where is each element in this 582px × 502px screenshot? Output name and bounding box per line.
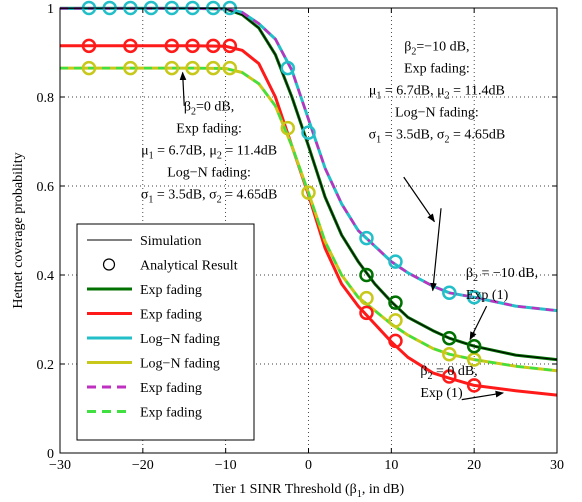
x-tick-label: −20 <box>132 458 154 473</box>
data-point <box>359 230 374 246</box>
annotation-right-mid: β2​ = −10 dB, Exp (1) <box>466 266 538 303</box>
annotation-arrow <box>469 305 488 341</box>
x-tick-label: −10 <box>215 458 237 473</box>
data-point <box>301 125 316 140</box>
data-point <box>81 60 97 76</box>
annotation-line: β2​=0 dB, <box>184 99 234 117</box>
data-point <box>280 60 296 76</box>
annotation-arrow <box>179 71 187 106</box>
annotation-line: Log−N fading: <box>167 165 251 180</box>
annotation-line: β2​ = 0 dB, <box>420 364 477 382</box>
y-tick-label: 1 <box>47 2 54 17</box>
annotation-line: Exp (1) <box>466 288 509 303</box>
x-tick-label: 20 <box>467 458 481 473</box>
data-point <box>442 285 457 301</box>
legend-label: Exp fading <box>140 381 202 396</box>
axis-ticks: −30 −20 −10 0 10 20 30 0 0.2 0.4 0.6 0.8 1 <box>37 2 565 473</box>
data-point <box>442 330 457 346</box>
data-point <box>359 290 374 306</box>
series-line-5 <box>60 66 558 372</box>
data-point <box>164 38 180 54</box>
legend-marker <box>102 258 116 271</box>
data-point <box>388 333 403 349</box>
data-point <box>81 38 97 54</box>
data-point <box>222 38 238 54</box>
y-tick-label: 0 <box>47 447 54 462</box>
data-point <box>466 352 482 367</box>
data-point <box>205 38 221 54</box>
data-point <box>388 313 403 328</box>
annotation-line: β2​=−10 dB, <box>404 39 469 57</box>
data-point <box>123 60 138 76</box>
data-point <box>442 346 457 362</box>
annotation-line: Exp (1) <box>420 386 463 401</box>
legend-label: Exp fading <box>140 308 202 323</box>
data-point <box>205 60 221 76</box>
legend-label: Simulation <box>140 234 201 249</box>
annotations: β2​=0 dB, Exp fading: μ1​ = 6.7dB, μ2​ = 1… <box>141 39 538 401</box>
legend-label: Log−N fading <box>140 332 220 347</box>
annotation-line: σ1​ = 3.5dB, σ2​ = 4.65dB <box>369 127 506 145</box>
data-point <box>388 254 403 269</box>
data-point <box>301 185 316 200</box>
annotation-right-top: β2​=−10 dB, Exp fading: μ1​ = 6.7dB, μ2​ =… <box>369 39 506 145</box>
data-point <box>388 295 403 310</box>
data-point <box>466 290 482 305</box>
data-point <box>164 60 180 76</box>
data-point <box>185 60 200 76</box>
annotation-line: μ1​ = 6.7dB, μ2​ = 11.4dB <box>141 143 277 161</box>
series-line-3 <box>60 44 558 397</box>
annotation-line: μ1​ = 6.7dB, μ2​ = 11.4dB <box>369 83 505 101</box>
annotation-line: β2​ = −10 dB, <box>466 266 538 284</box>
x-tick-label: 10 <box>384 458 398 473</box>
series-group <box>60 6 558 397</box>
y-tick-label: 0.6 <box>37 180 55 195</box>
annotation-left: β2​=0 dB, Exp fading: μ1​ = 6.7dB, μ2​ = 1… <box>141 99 278 205</box>
annotation-line: σ1​ = 3.5dB, σ2​ = 4.65dB <box>141 187 278 205</box>
annotation-right-low: β2​ = 0 dB, Exp (1) <box>420 364 477 401</box>
data-point <box>185 38 200 54</box>
legend-item: Exp fading <box>87 308 202 323</box>
data-point <box>123 38 138 54</box>
legend-label: Analytical Result <box>140 259 238 274</box>
data-point <box>280 120 296 136</box>
annotation-line: Log−N fading: <box>395 105 479 120</box>
data-point <box>359 305 374 321</box>
legend-label: Exp fading <box>140 283 202 298</box>
x-tick-label: 0 <box>305 458 312 473</box>
arrows <box>179 71 504 401</box>
y-axis-label: Hetnet coverage probability <box>11 152 26 308</box>
y-tick-label: 0.2 <box>37 358 55 373</box>
legend-label: Log−N fading <box>140 357 220 372</box>
legend: Simulation Analytical Result Exp fading Exp… <box>76 223 255 441</box>
legend-item: Simulation <box>87 234 201 249</box>
legend-item: Log−N fading <box>87 332 220 347</box>
annotation-line: Exp fading: <box>176 121 242 136</box>
series-line-6 <box>60 7 558 361</box>
legend-item: Log−N fading <box>87 357 220 372</box>
x-tick-label: −30 <box>49 458 71 473</box>
x-axis-label: Tier 1 SINR Threshold (β1, in dB) <box>213 482 405 500</box>
annotation-arrow <box>461 390 504 401</box>
annotation-arrow <box>430 208 442 292</box>
annotation-arrow <box>403 176 435 223</box>
legend-item: Exp fading <box>87 283 202 298</box>
data-point <box>222 60 238 76</box>
data-point <box>466 378 482 393</box>
annotation-line: Exp fading: <box>404 61 470 76</box>
legend-item: Exp fading <box>87 406 202 421</box>
x-tick-label: 30 <box>550 458 564 473</box>
legend-item: Analytical Result <box>102 258 238 274</box>
y-tick-label: 0.4 <box>37 269 55 284</box>
legend-label: Exp fading <box>140 406 202 421</box>
legend-item: Exp fading <box>87 381 202 396</box>
data-point <box>359 267 374 283</box>
y-tick-label: 0.8 <box>37 91 55 106</box>
data-point <box>442 369 457 384</box>
